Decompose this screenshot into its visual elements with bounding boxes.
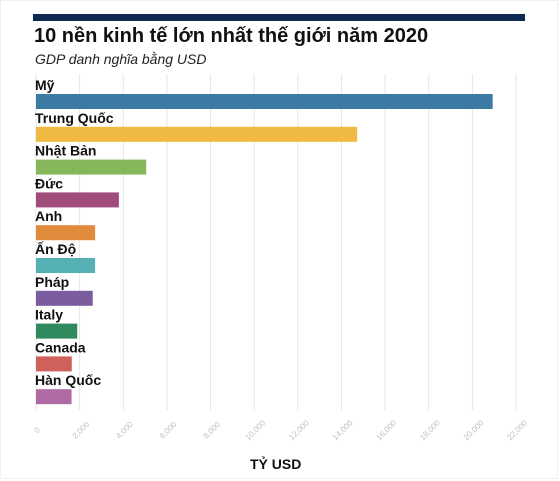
x-tick-label: 4,000 xyxy=(114,420,135,441)
x-tick-label: 6,000 xyxy=(158,420,179,441)
category-label: Nhật Bản xyxy=(35,143,96,159)
category-label: Trung Quốc xyxy=(35,110,114,126)
x-tick-label: 10,000 xyxy=(244,418,268,442)
x-axis-title: TỶ USD xyxy=(250,456,302,472)
x-tick-label: 12,000 xyxy=(287,418,311,442)
category-label: Đức xyxy=(35,175,63,191)
x-tick-label: 18,000 xyxy=(418,418,442,442)
category-labels: Mỹ Trung Quốc Nhật Bản Đức Anh Ấn Độ Pháp Italy… xyxy=(35,77,114,388)
x-tick-label: 22,000 xyxy=(505,418,529,442)
x-tick-label: 14,000 xyxy=(331,418,355,442)
bar xyxy=(36,389,72,405)
x-tick-label: 2,000 xyxy=(71,420,92,441)
bar xyxy=(36,323,78,339)
bar xyxy=(36,225,96,241)
category-label: Mỹ xyxy=(35,77,55,93)
bar xyxy=(36,258,96,273)
x-tick-label: 20,000 xyxy=(462,418,486,442)
category-label: Italy xyxy=(35,307,63,323)
chart-subtitle: GDP danh nghĩa bằng USD xyxy=(35,51,207,67)
category-label: Ấn Độ xyxy=(35,241,76,257)
x-tick-label: 8,000 xyxy=(202,420,223,441)
x-tick-label: 0 xyxy=(32,425,42,435)
header-bar xyxy=(33,14,525,21)
category-label: Hàn Quốc xyxy=(35,372,101,388)
bar xyxy=(36,290,93,306)
bar xyxy=(36,356,72,372)
bar xyxy=(36,159,147,175)
category-label: Canada xyxy=(35,339,86,355)
bar xyxy=(36,94,493,109)
bars xyxy=(36,94,493,405)
bar xyxy=(36,192,119,208)
bar xyxy=(36,126,358,142)
category-label: Anh xyxy=(35,208,62,224)
chart-title: 10 nền kinh tế lớn nhất thế giới năm 202… xyxy=(34,25,429,47)
x-tick-label: 16,000 xyxy=(374,418,398,442)
category-label: Pháp xyxy=(35,274,69,290)
x-tick-labels: 0 2,000 4,000 6,000 8,000 10,000 12,000 14,000 1… xyxy=(32,418,529,442)
